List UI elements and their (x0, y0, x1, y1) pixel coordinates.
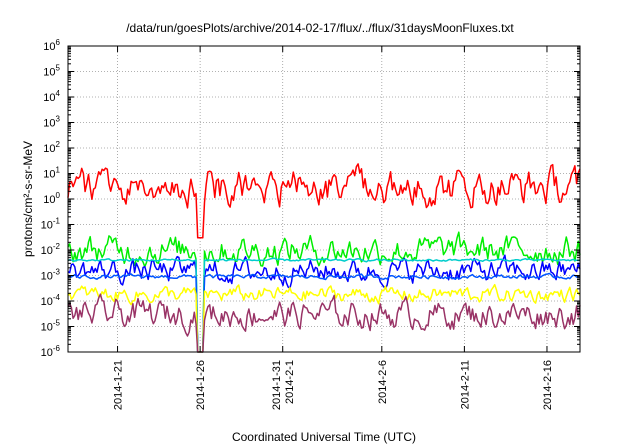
y-tick-labels: 10-6 10-5 10-4 10-3 10-2 10-1 100 101 102 103 104 1… (41, 38, 61, 359)
x-tick-label: 2014-2-1 (284, 360, 296, 404)
series-line-5 (67, 272, 581, 353)
y-tick-label: 100 (43, 191, 60, 206)
series-line-1 (67, 163, 581, 239)
x-tick-label: 2014-2-16 (542, 360, 554, 410)
x-tick-labels: 2014-1-21 2014-1-26 2014-1-31 2014-2-1 2014-… (113, 360, 554, 410)
y-tick-label: 104 (43, 89, 60, 104)
y-tick-label: 10-3 (41, 268, 61, 283)
x-tick-label: 2014-2-6 (377, 360, 389, 404)
series-line-3 (67, 254, 581, 353)
series-layer (67, 163, 581, 353)
series-line-4 (67, 257, 581, 353)
x-tick-label: 2014-1-31 (271, 360, 283, 410)
y-tick-label: 10-5 (41, 319, 61, 334)
y-tick-label: 106 (43, 38, 60, 53)
tick-marks (68, 45, 580, 353)
x-tick-label: 2014-1-26 (195, 360, 207, 410)
series-line-7 (67, 293, 581, 353)
x-tick-label: 2014-1-21 (113, 360, 125, 410)
y-tick-label: 10-6 (41, 344, 61, 359)
y-tick-label: 10-2 (41, 242, 61, 257)
y-tick-label: 102 (43, 140, 60, 155)
series-line-2 (67, 231, 581, 353)
y-tick-label: 103 (43, 115, 60, 130)
y-tick-label: 10-1 (41, 217, 61, 232)
x-tick-label: 2014-2-11 (459, 360, 471, 409)
y-tick-label: 10-4 (41, 293, 61, 308)
series-line-6 (67, 283, 581, 353)
chart-title: /data/run/goesPlots/archive/2014-02-17/f… (126, 21, 514, 35)
y-tick-label: 101 (43, 166, 60, 181)
x-axis-label: Coordinated Universal Time (UTC) (232, 430, 416, 444)
y-tick-label: 105 (43, 64, 60, 79)
y-axis-label: protons/cm²-s-sr-MeV (21, 141, 35, 257)
